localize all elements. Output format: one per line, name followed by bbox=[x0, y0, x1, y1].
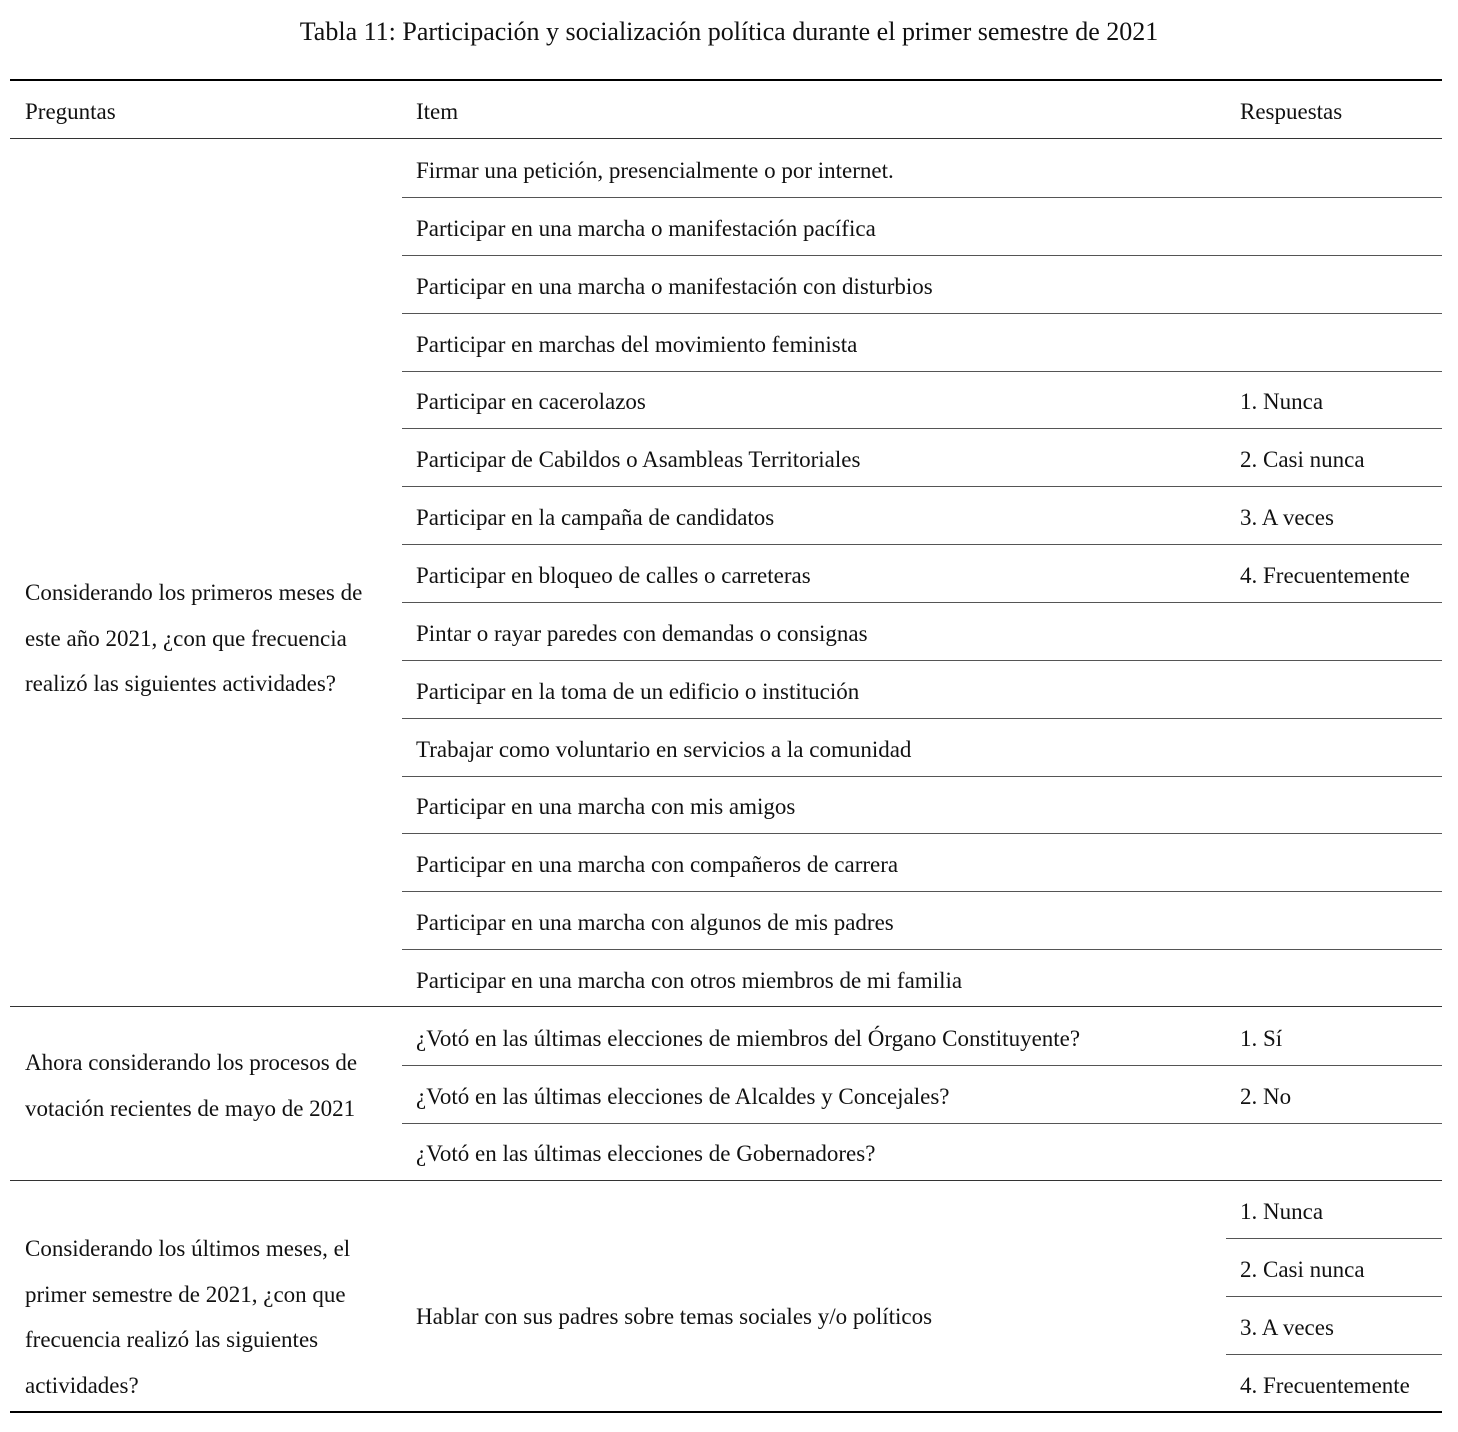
header-rule bbox=[10, 138, 1442, 139]
row-divider bbox=[402, 1123, 1442, 1124]
row-divider bbox=[402, 776, 1442, 777]
row-divider bbox=[1226, 1238, 1442, 1239]
section-1-item: Trabajar como voluntario en servicios a … bbox=[416, 737, 912, 762]
section-1-item: Firmar una petición, presencialmente o p… bbox=[416, 158, 894, 183]
row-divider bbox=[402, 833, 1442, 834]
table-caption: Tabla 11: Participación y socialización … bbox=[299, 17, 1159, 46]
section-1-item: Pintar o rayar paredes con demandas o co… bbox=[416, 621, 868, 646]
bottom-rule bbox=[10, 1411, 1442, 1413]
row-divider bbox=[402, 255, 1442, 256]
section-3-question: Considerando los últimos meses, el prime… bbox=[25, 1236, 351, 1399]
section-1-item: Participar en la toma de un edificio o i… bbox=[416, 679, 860, 704]
section-3-response: 1. Nunca bbox=[1240, 1199, 1324, 1224]
section-3-item: Hablar con sus padres sobre temas social… bbox=[416, 1304, 933, 1329]
section-1-question: Considerando los primeros meses de este … bbox=[25, 580, 363, 697]
section-2-question: Ahora considerando los procesos de votac… bbox=[25, 1050, 358, 1121]
section-1-response: 4. Frecuentemente bbox=[1240, 563, 1410, 588]
header-item: Item bbox=[416, 99, 459, 124]
row-divider bbox=[402, 891, 1442, 892]
section-3-response: 2. Casi nunca bbox=[1240, 1257, 1365, 1282]
section-1-item: Participar en marchas del movimiento fem… bbox=[416, 332, 858, 357]
section-2-item: ¿Votó en las últimas elecciones de Alcal… bbox=[416, 1084, 950, 1109]
section-1-item: Participar en la campaña de candidatos bbox=[416, 505, 775, 530]
row-divider bbox=[402, 718, 1442, 719]
row-divider bbox=[402, 371, 1442, 372]
row-divider bbox=[1226, 1354, 1442, 1355]
row-divider bbox=[402, 428, 1442, 429]
row-divider bbox=[402, 660, 1442, 661]
header-respuestas: Respuestas bbox=[1240, 99, 1343, 124]
row-divider bbox=[402, 544, 1442, 545]
section-3-response: 4. Frecuentemente bbox=[1240, 1373, 1410, 1398]
row-divider bbox=[1226, 1296, 1442, 1297]
top-rule bbox=[10, 79, 1442, 81]
section-1-item: Participar en una marcha con otros miemb… bbox=[416, 968, 963, 993]
row-divider bbox=[402, 602, 1442, 603]
row-divider bbox=[402, 313, 1442, 314]
section-1-response: 3. A veces bbox=[1240, 505, 1334, 530]
section-1-response: 2. Casi nunca bbox=[1240, 447, 1365, 472]
section-1-item: Participar en una marcha o manifestación… bbox=[416, 274, 933, 299]
section-1-item: Participar en una marcha con compañeros … bbox=[416, 852, 899, 877]
section-1-item: Participar en una marcha con mis amigos bbox=[416, 794, 796, 819]
section-1-item: Participar en cacerolazos bbox=[416, 389, 646, 414]
section-1-item: Participar en bloqueo de calles o carret… bbox=[416, 563, 811, 588]
section-2-response: 2. No bbox=[1240, 1084, 1292, 1109]
section-3-response: 3. A veces bbox=[1240, 1315, 1334, 1340]
section-1-response: 1. Nunca bbox=[1240, 389, 1324, 414]
section-1-item: Participar de Cabildos o Asambleas Terri… bbox=[416, 447, 861, 472]
row-divider bbox=[402, 486, 1442, 487]
section-divider bbox=[10, 1006, 1442, 1007]
section-1-item: Participar en una marcha con algunos de … bbox=[416, 910, 894, 935]
section-divider bbox=[10, 1180, 1442, 1181]
row-divider bbox=[402, 949, 1442, 950]
header-preguntas: Preguntas bbox=[25, 99, 116, 124]
section-2-item: ¿Votó en las últimas elecciones de miemb… bbox=[416, 1026, 1081, 1051]
section-2-response: 1. Sí bbox=[1240, 1026, 1283, 1051]
section-2-item: ¿Votó en las últimas elecciones de Gober… bbox=[416, 1141, 876, 1166]
row-divider bbox=[402, 1065, 1442, 1066]
row-divider bbox=[402, 197, 1442, 198]
section-1-item: Participar en una marcha o manifestación… bbox=[416, 216, 876, 241]
